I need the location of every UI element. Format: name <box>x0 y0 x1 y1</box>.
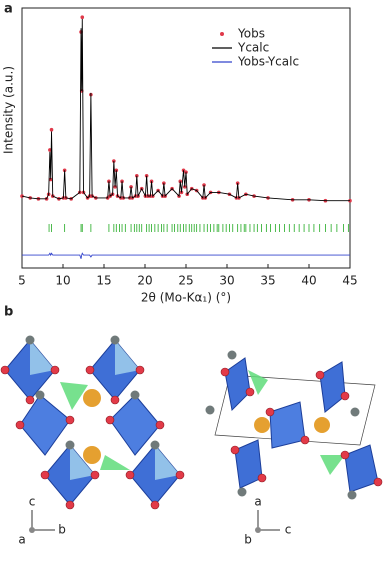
axis-origin <box>255 527 261 533</box>
series-line <box>22 252 350 259</box>
x-tick-label: 10 <box>55 274 70 288</box>
axis-name: c <box>285 523 292 537</box>
axis-name: a <box>254 495 261 509</box>
panel-label: a <box>4 2 13 17</box>
legend-label: Yobs-Ycalc <box>237 55 299 69</box>
axis-origin <box>29 527 35 533</box>
x-tick-label: 45 <box>342 274 357 288</box>
axis-name: c <box>29 495 36 509</box>
y-axis-label: Intensity (a.u.) <box>2 66 16 154</box>
structure-left <box>0 335 185 510</box>
legend-label: Yobs <box>237 27 265 41</box>
structure-right <box>205 350 383 500</box>
legend-label: Ycalc <box>237 41 269 55</box>
axis-name: b <box>58 523 66 537</box>
series-line <box>21 19 350 202</box>
legend-marker <box>220 32 224 36</box>
x-axis-label: 2θ (Mo-Kα₁) (°) <box>141 291 231 305</box>
x-tick-label: 5 <box>18 274 26 288</box>
axis-name: b <box>244 533 252 547</box>
axis-triad <box>31 510 280 531</box>
x-tick-label: 35 <box>260 274 275 288</box>
panel-label: b <box>4 305 13 320</box>
data-point <box>80 15 85 20</box>
x-tick-label: 25 <box>178 274 193 288</box>
data-point <box>49 127 54 132</box>
data-point <box>20 194 24 198</box>
x-tick-label: 40 <box>301 274 316 288</box>
x-tick-label: 20 <box>137 274 152 288</box>
axis-name: a <box>18 533 25 547</box>
x-tick-label: 30 <box>219 274 234 288</box>
x-tick-label: 15 <box>96 274 111 288</box>
